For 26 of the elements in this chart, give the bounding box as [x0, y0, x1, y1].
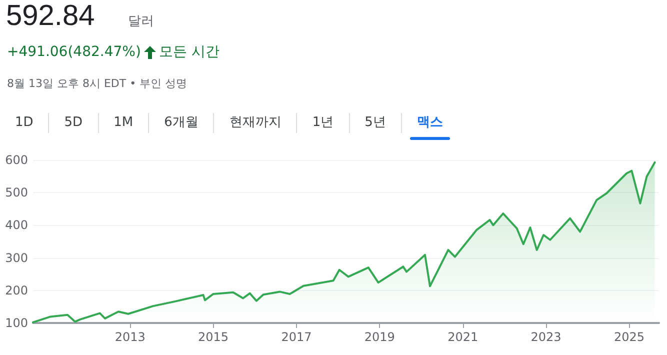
text: 1M	[98, 113, 148, 133]
y-tick-label: 500	[5, 186, 28, 200]
x-tick-label: 2015	[198, 330, 229, 344]
x-tick-label: 2023	[530, 330, 562, 344]
y-tick-label: 400	[5, 218, 28, 232]
y-tick-label: 100	[5, 316, 28, 330]
x-tick-label: 2017	[281, 330, 312, 344]
text: 맥스	[400, 113, 458, 133]
text: 현재까지	[213, 113, 296, 133]
text: 5년	[348, 113, 401, 133]
text: 6개월	[148, 113, 214, 133]
text: 8월 13일 오후 8시 EDT • 부인 성명	[7, 77, 188, 90]
x-tick-label: 2019	[364, 330, 395, 344]
x-tick-label: 2025	[614, 330, 645, 344]
y-tick-label: 300	[5, 250, 28, 265]
x-tick-label: 2013	[114, 330, 146, 344]
text: 모든 시간	[158, 43, 220, 61]
x-tick-label: 2021	[448, 330, 478, 344]
chart-title: 592.84	[6, 0, 95, 33]
text: +491.06(482.47%)	[7, 44, 141, 60]
text: 1년	[296, 113, 349, 133]
y-tick-label: 200	[5, 283, 28, 298]
y-tick-label: 600	[5, 153, 28, 167]
text: 5D	[48, 113, 98, 133]
text: 1D	[14, 114, 34, 132]
chart-subtitle: 달러	[128, 13, 154, 30]
